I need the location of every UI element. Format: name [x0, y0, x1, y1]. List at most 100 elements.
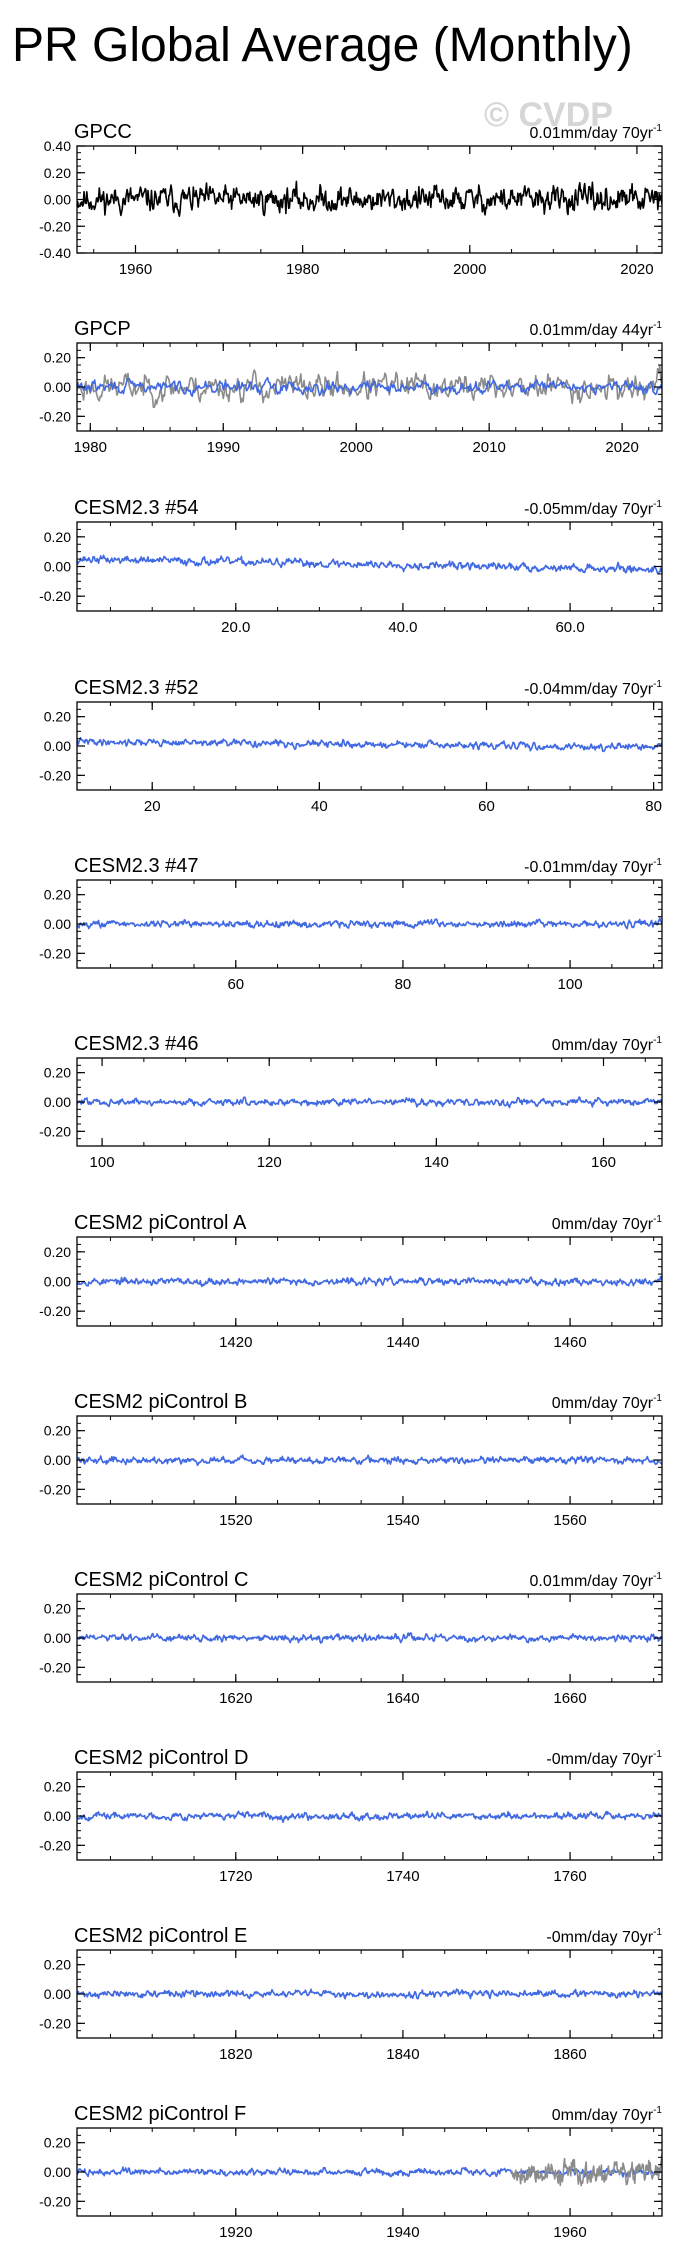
series-line-1 [77, 1810, 662, 1824]
plot-frame [76, 701, 663, 791]
trend-label: -0mm/day 70yr-1 [546, 1749, 662, 1768]
y-tick-label: 0.00 [44, 1094, 71, 1110]
x-tick-label: 2020 [620, 261, 653, 278]
y-tick-label: 0.00 [44, 1808, 71, 1824]
trend-label: 0mm/day 70yr-1 [552, 1035, 663, 1054]
x-tick-label: 2000 [453, 261, 486, 278]
y-tick-label: -0.20 [39, 218, 71, 234]
trend-exponent: -1 [653, 1214, 662, 1225]
x-tick-label: 160 [591, 1154, 616, 1171]
plot-frame [76, 1771, 663, 1861]
y-tick-label: 0.00 [44, 1452, 71, 1468]
chart-panel-4: CESM2.3 #52 -0.04mm/day 70yr-1 20 40 60 80 -0.… [39, 677, 663, 815]
x-tick-label: 1660 [553, 1690, 586, 1707]
trend-label: 0.01mm/day 70yr-1 [529, 1571, 662, 1590]
y-tick-label: 0.20 [44, 165, 71, 181]
chart-panel-1: GPCC 0.01mm/day 70yr-1 1960 1980 2000 2020 -0.… [39, 121, 663, 278]
x-tick-label: 100 [558, 976, 583, 993]
series-line-1 [77, 1632, 662, 1644]
x-tick-label: 1540 [386, 1512, 419, 1529]
chart-title: CESM2.3 #46 [74, 1033, 199, 1055]
y-tick-label: -0.20 [39, 1303, 71, 1319]
chart-title: CESM2 piControl B [74, 1391, 247, 1413]
chart-title: GPCC [74, 121, 132, 143]
y-tick-label: -0.20 [39, 408, 71, 424]
trend-label: -0.04mm/day 70yr-1 [524, 679, 662, 698]
x-tick-label: 1980 [74, 439, 107, 456]
x-tick-label: 1920 [219, 2224, 252, 2241]
x-tick-label: 2000 [340, 439, 373, 456]
x-tick-label: 60 [478, 798, 495, 815]
x-tick-label: 20 [144, 798, 161, 815]
y-tick-label: -0.20 [39, 1837, 71, 1853]
plot-frame [76, 1949, 663, 2039]
y-tick-label: 0.20 [44, 1244, 71, 1260]
chart-title: CESM2 piControl C [74, 1569, 249, 1591]
chart-panel-5: CESM2.3 #47 -0.01mm/day 70yr-1 60 80 100 -0.2… [39, 855, 663, 993]
y-tick-label: -0.20 [39, 588, 71, 604]
trend-exponent: -1 [653, 1749, 662, 1760]
chart-title: CESM2 piControl A [74, 1212, 247, 1234]
y-tick-label: 0.20 [44, 1957, 71, 1973]
series-line-1 [77, 917, 662, 930]
chart-title: CESM2.3 #52 [74, 677, 199, 699]
trend-label: -0.01mm/day 70yr-1 [524, 857, 662, 876]
x-tick-label: 1720 [219, 1868, 252, 1885]
y-tick-label: 0.20 [44, 1065, 71, 1081]
page-title: PR Global Average (Monthly) [12, 19, 633, 72]
trend-label: 0mm/day 70yr-1 [552, 1214, 663, 1233]
series-line-1 [77, 2166, 662, 2178]
x-tick-label: 60 [227, 976, 244, 993]
trend-label: 0mm/day 70yr-1 [552, 1393, 663, 1412]
x-tick-label: 40.0 [388, 619, 417, 636]
x-tick-label: 1740 [386, 1868, 419, 1885]
chart-title: CESM2 piControl E [74, 1925, 247, 1947]
trend-exponent: -1 [653, 679, 662, 690]
y-tick-label: 0.00 [44, 559, 71, 575]
watermark: © CVDP [484, 96, 613, 134]
trend-exponent: -1 [653, 2105, 662, 2116]
series-line-2 [77, 376, 662, 398]
x-tick-label: 2010 [472, 439, 505, 456]
chart-panel-9: CESM2 piControl C 0.01mm/day 70yr-1 1620 16… [39, 1569, 663, 1707]
x-tick-label: 100 [90, 1154, 115, 1171]
trend-exponent: -1 [653, 1035, 662, 1046]
chart-panel-7: CESM2 piControl A 0mm/day 70yr-1 1420 1440 1… [39, 1212, 663, 1351]
x-tick-label: 1460 [553, 1334, 586, 1351]
x-tick-label: 1960 [553, 2224, 586, 2241]
trend-label: -0.05mm/day 70yr-1 [524, 499, 662, 518]
series-line-1 [77, 180, 662, 217]
y-tick-label: 0.20 [44, 1423, 71, 1439]
x-tick-label: 140 [424, 1154, 449, 1171]
x-tick-label: 1420 [219, 1334, 252, 1351]
series-line-1 [77, 554, 662, 575]
x-tick-label: 1820 [219, 2046, 252, 2063]
x-tick-label: 1960 [119, 261, 152, 278]
chart-title: CESM2.3 #47 [74, 855, 199, 877]
chart-title: CESM2 piControl F [74, 2103, 246, 2125]
y-tick-label: -0.20 [39, 767, 71, 783]
trend-exponent: -1 [653, 1571, 662, 1582]
y-tick-label: 0.40 [44, 138, 71, 154]
trend-exponent: -1 [653, 123, 662, 134]
chart-title: GPCP [74, 318, 131, 340]
y-tick-label: -0.20 [39, 945, 71, 961]
trend-exponent: -1 [653, 499, 662, 510]
trend-label: 0.01mm/day 70yr-1 [529, 123, 662, 142]
x-tick-label: 80 [395, 976, 412, 993]
trend-exponent: -1 [653, 1393, 662, 1404]
y-tick-label: 0.20 [44, 529, 71, 545]
x-tick-label: 1840 [386, 2046, 419, 2063]
trend-exponent: -1 [653, 857, 662, 868]
series-line-1 [77, 1454, 662, 1467]
chart-title: CESM2 piControl D [74, 1747, 249, 1769]
chart-panel-3: CESM2.3 #54 -0.05mm/day 70yr-1 20.0 40.0 60.… [39, 497, 663, 636]
y-tick-label: -0.40 [39, 245, 71, 261]
y-tick-label: 0.00 [44, 379, 71, 395]
chart-panel-6: CESM2.3 #46 0mm/day 70yr-1 100 120 140 160 -0.… [39, 1033, 663, 1171]
x-tick-label: 1860 [553, 2046, 586, 2063]
series-line-1 [77, 736, 662, 753]
x-tick-label: 1760 [553, 1868, 586, 1885]
y-tick-label: -0.20 [39, 2015, 71, 2031]
